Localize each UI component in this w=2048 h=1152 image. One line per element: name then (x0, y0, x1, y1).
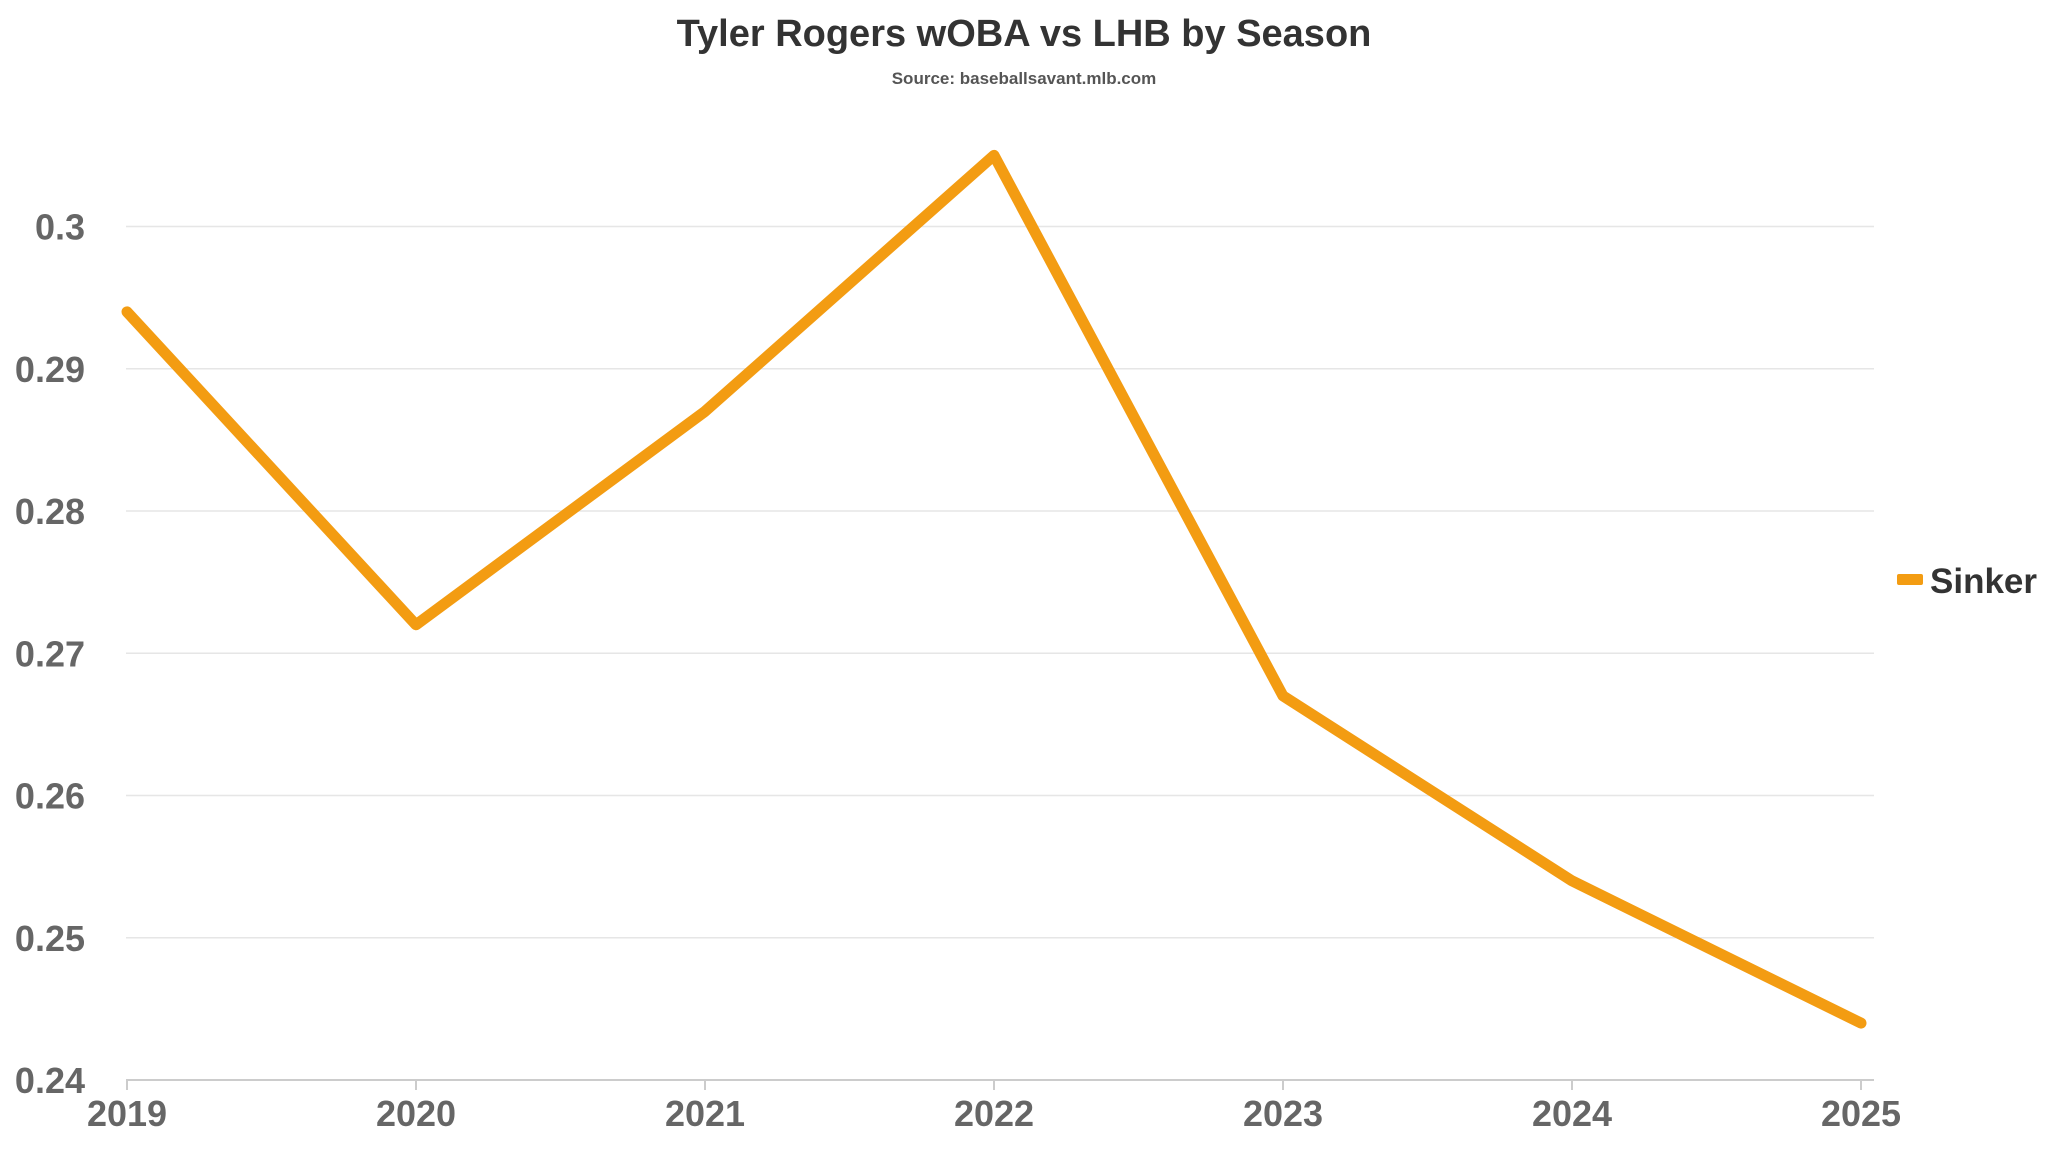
y-tick-label: 0.28 (15, 491, 85, 532)
y-tick-label: 0.25 (15, 918, 85, 959)
x-tick-label: 2023 (1243, 1093, 1323, 1134)
x-tick-label: 2020 (376, 1093, 456, 1134)
x-tick-label: 2022 (954, 1093, 1034, 1134)
legend[interactable]: Sinker (1897, 562, 2037, 601)
series-line-sinker[interactable] (121, 149, 1867, 1029)
y-axis: 0.24 0.25 0.26 0.27 0.28 0.29 0.3 (15, 207, 85, 1102)
chart-title: Tyler Rogers wOBA vs LHB by Season (677, 13, 1372, 55)
y-tick-label: 0.29 (15, 349, 85, 390)
series-layer (121, 149, 1867, 1029)
y-tick-label: 0.3 (35, 207, 85, 248)
chart-subtitle: Source: baseballsavant.mlb.com (892, 69, 1157, 88)
y-tick-label: 0.27 (15, 633, 85, 674)
legend-label-sinker: Sinker (1930, 562, 2037, 601)
gridlines (126, 225, 1874, 939)
x-tick-label: 2025 (1821, 1093, 1901, 1134)
x-tick-label: 2024 (1532, 1093, 1612, 1134)
x-axis: 2019 2020 2021 2022 2023 2024 2025 (87, 1079, 1901, 1134)
x-tick-label: 2019 (87, 1093, 167, 1134)
legend-swatch-sinker (1897, 574, 1923, 585)
y-tick-label: 0.24 (15, 1060, 85, 1101)
x-tick-label: 2021 (665, 1093, 745, 1134)
y-tick-label: 0.26 (15, 776, 85, 817)
